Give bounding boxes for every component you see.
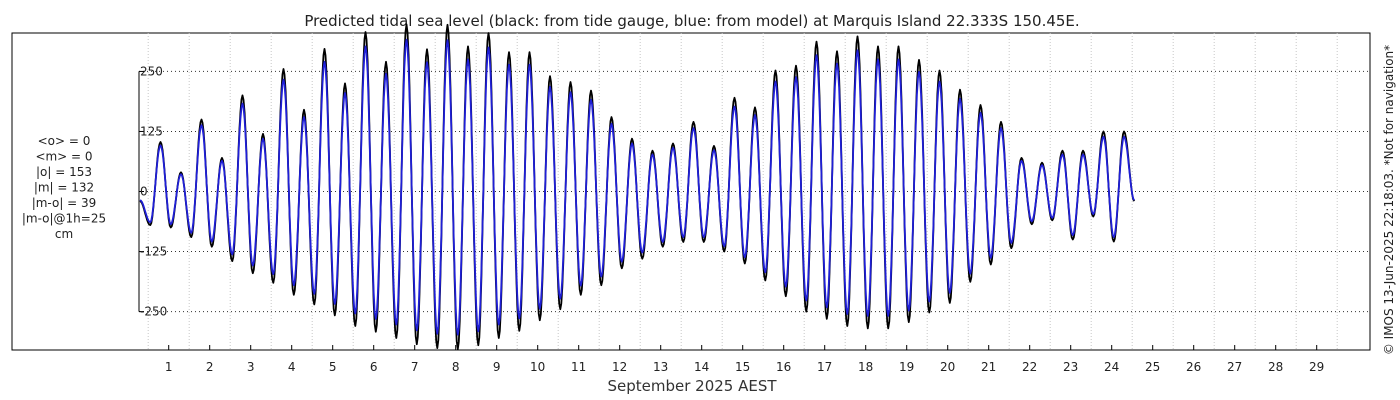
series-model: [139, 38, 1136, 336]
x-tick-label: 10: [530, 360, 545, 374]
x-tick-label: 7: [411, 360, 419, 374]
x-tick-label: 23: [1063, 360, 1078, 374]
x-tick-label: 29: [1309, 360, 1324, 374]
x-tick-label: 12: [612, 360, 627, 374]
y-tick-label: -125: [140, 245, 167, 259]
stat-line: |m-o|@1h=25: [22, 212, 106, 226]
x-tick-label: 2: [206, 360, 214, 374]
x-tick-label: 27: [1227, 360, 1242, 374]
x-tick-label: 9: [493, 360, 501, 374]
x-tick-label: 17: [817, 360, 832, 374]
x-axis-label: September 2025 AEST: [607, 377, 777, 395]
x-tick-label: 14: [694, 360, 709, 374]
y-tick-label: 250: [140, 64, 163, 78]
x-tick-label: 16: [776, 360, 791, 374]
series-lines: [139, 23, 1136, 350]
x-tick-label: 22: [1022, 360, 1037, 374]
x-tick-label: 8: [452, 360, 460, 374]
chart-title: Predicted tidal sea level (black: from t…: [304, 12, 1079, 30]
x-tick-label: 25: [1145, 360, 1160, 374]
stat-line: |m| = 132: [34, 181, 94, 195]
x-tick-label: 18: [858, 360, 873, 374]
x-tick-label: 11: [571, 360, 586, 374]
y-axis: 250 125 0 -125 -250: [138, 64, 167, 319]
x-tick-label: 1: [165, 360, 173, 374]
x-tick-label: 20: [940, 360, 955, 374]
stat-line: <m> = 0: [35, 150, 92, 164]
x-tick-label: 4: [288, 360, 296, 374]
stat-line: <o> = 0: [38, 134, 91, 148]
stats-block: <o> = 0 <m> = 0|o| = 153 |m| = 132|m-o| = …: [22, 134, 106, 241]
x-tick-label: 5: [329, 360, 337, 374]
x-tick-label: 24: [1104, 360, 1119, 374]
x-tick-label: 21: [981, 360, 996, 374]
stat-line: cm: [55, 227, 73, 241]
x-tick-label: 15: [735, 360, 750, 374]
y-tick-label: 0: [140, 185, 148, 199]
stat-line: |o| = 153: [36, 165, 92, 179]
stat-line: |m-o| = 39: [32, 196, 97, 210]
x-axis: 1 2 3 4 5 6 7 8 9 10 11 12 13 14 15 16 17 18 19 20 21 22 23 24 2…: [165, 345, 1324, 374]
y-tick-label: 125: [140, 124, 163, 138]
y-tick-label: -250: [140, 305, 167, 319]
x-tick-label: 26: [1186, 360, 1201, 374]
x-tick-label: 28: [1268, 360, 1283, 374]
x-tick-label: 19: [899, 360, 914, 374]
copyright-note: © IMOS 13-Jun-2025 22:18:03. *Not for na…: [1382, 45, 1396, 355]
x-tick-label: 3: [247, 360, 255, 374]
x-tick-label: 6: [370, 360, 378, 374]
x-tick-label: 13: [653, 360, 668, 374]
